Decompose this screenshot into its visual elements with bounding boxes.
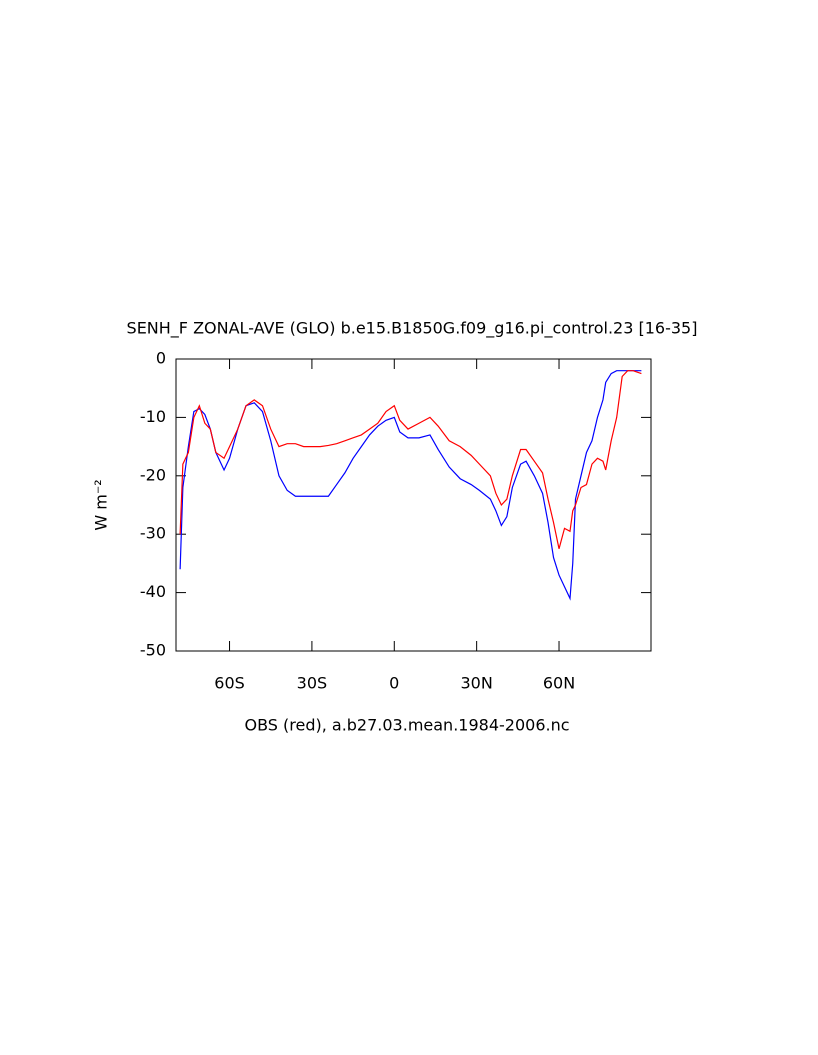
data-line	[179, 370, 642, 601]
x-tick-label: 30N	[460, 674, 492, 693]
y-tick-label: -30	[140, 524, 166, 543]
x-tick-label: 0	[389, 674, 399, 693]
data-line	[179, 370, 642, 549]
plot-frame	[175, 358, 652, 652]
y-tick-label: -50	[140, 641, 166, 660]
y-tick-label: 0	[156, 349, 166, 368]
y-tick-label: -10	[140, 407, 166, 426]
y-tick-label: -20	[140, 465, 166, 484]
chart-title: SENH_F ZONAL-AVE (GLO) b.e15.B1850G.f09_…	[127, 319, 698, 339]
x-tick-label: 30S	[297, 674, 328, 693]
x-tick-label: 60N	[543, 674, 575, 693]
y-axis-label: W m⁻²	[92, 479, 111, 530]
x-axis-label: OBS (red), a.b27.03.mean.1984-2006.nc	[244, 716, 569, 735]
y-tick-label: -40	[140, 582, 166, 601]
x-tick-label: 60S	[214, 674, 245, 693]
